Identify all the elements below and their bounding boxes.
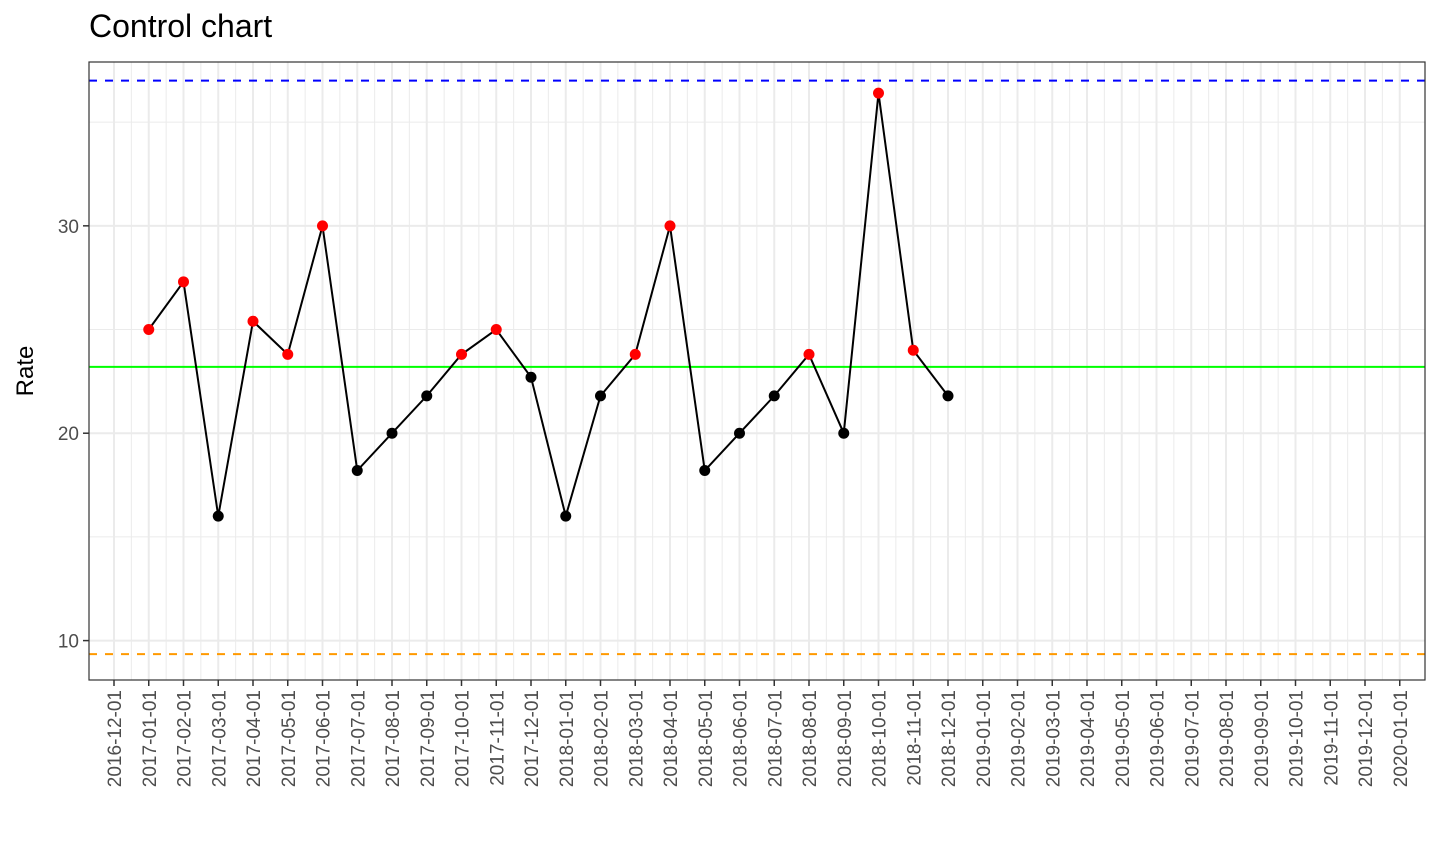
chart-title: Control chart (89, 8, 273, 44)
x-tick-label: 2018-01-01 (557, 690, 578, 787)
data-point (525, 371, 537, 383)
x-tick-label: 2018-03-01 (626, 690, 647, 787)
x-tick-label: 2018-07-01 (765, 690, 786, 787)
x-tick-label: 2017-11-01 (487, 690, 508, 786)
data-point (282, 348, 294, 360)
x-tick-label: 2017-12-01 (522, 690, 543, 787)
x-tick-label: 2019-09-01 (1252, 690, 1273, 787)
x-tick-label: 2018-09-01 (835, 690, 856, 787)
x-tick-label: 2019-04-01 (1078, 690, 1099, 787)
x-tick-label: 2017-05-01 (279, 690, 300, 787)
x-tick-label: 2017-02-01 (175, 690, 196, 787)
x-tick-label: 2017-09-01 (418, 690, 439, 787)
x-tick-label: 2019-10-01 (1287, 690, 1308, 787)
reference-lines (89, 79, 1425, 656)
x-tick-label: 2017-07-01 (348, 690, 369, 787)
y-axis-title: Rate (12, 346, 39, 397)
x-tick-label: 2017-03-01 (209, 690, 230, 787)
x-tick-label: 2019-12-01 (1356, 690, 1377, 787)
data-point (178, 276, 189, 288)
data-point (629, 348, 641, 360)
x-tick-label: 2017-08-01 (383, 690, 404, 787)
data-point (317, 220, 328, 232)
y-tick-label: 30 (58, 217, 79, 238)
data-point (907, 344, 919, 356)
x-tick-label: 2019-06-01 (1148, 690, 1169, 787)
x-tick-label: 2018-04-01 (661, 690, 682, 787)
data-point (351, 465, 363, 477)
x-tick-label: 2019-11-01 (1321, 690, 1342, 786)
x-tick-label: 2019-01-01 (974, 690, 995, 787)
x-tick-label: 2017-06-01 (314, 690, 335, 787)
y-axis-ticks: 10 20 30 (58, 217, 89, 653)
data-point (664, 220, 676, 232)
x-tick-label: 2018-12-01 (939, 690, 960, 787)
data-point (212, 510, 224, 522)
x-tick-label: 2018-06-01 (731, 690, 752, 787)
x-tick-label: 2017-10-01 (453, 690, 474, 787)
data-point (803, 348, 815, 360)
panel-border (88, 61, 1426, 681)
x-tick-label: 2017-04-01 (244, 690, 265, 787)
x-tick-label: 2019-02-01 (1009, 690, 1030, 787)
x-tick-label: 2018-10-01 (870, 690, 891, 787)
x-tick-label: 2018-08-01 (800, 690, 821, 787)
x-tick-label: 2018-05-01 (696, 690, 717, 787)
data-point (768, 390, 780, 402)
x-tick-label: 2018-11-01 (904, 690, 925, 786)
y-tick-label: 10 (58, 632, 79, 653)
data-point (143, 324, 155, 336)
data-point (247, 315, 259, 327)
data-point (942, 390, 954, 402)
y-tick-label: 20 (58, 424, 79, 445)
data-point (560, 510, 572, 522)
data-point (699, 465, 711, 477)
x-tick-label: 2020-01-01 (1391, 690, 1412, 787)
x-tick-label: 2017-01-01 (140, 690, 161, 787)
data-point (734, 427, 745, 439)
data-point (386, 427, 398, 439)
x-tick-label: 2019-03-01 (1043, 690, 1064, 787)
x-tick-label: 2019-07-01 (1182, 690, 1203, 787)
x-tick-label: 2019-05-01 (1113, 690, 1134, 787)
data-points (143, 87, 954, 522)
x-axis-ticks: 2016-12-01 2017-01-01 2017-02-01 2017-03-01… (105, 680, 1412, 787)
data-point (456, 348, 467, 360)
series-line (147, 92, 949, 521)
series-polyline (147, 92, 949, 521)
data-point (838, 427, 850, 439)
x-tick-label: 2016-12-01 (105, 690, 126, 787)
data-point (421, 390, 433, 402)
data-point (595, 390, 606, 402)
x-tick-label: 2018-02-01 (592, 690, 613, 787)
data-point (490, 324, 502, 336)
data-point (873, 87, 884, 99)
x-tick-label: 2019-08-01 (1217, 690, 1238, 787)
grid-lines (89, 62, 1425, 680)
